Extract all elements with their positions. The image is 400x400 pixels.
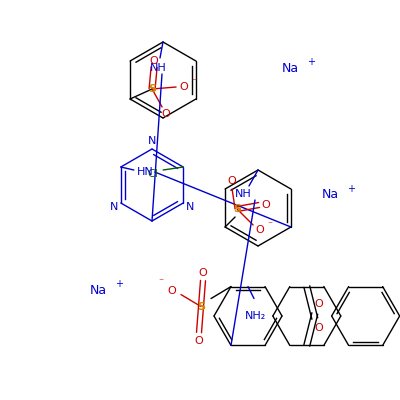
- Text: O: O: [199, 268, 207, 278]
- Text: Na: Na: [322, 188, 338, 202]
- Text: O: O: [168, 286, 176, 296]
- Text: NH₂: NH₂: [245, 310, 267, 320]
- Text: S: S: [148, 84, 156, 94]
- Text: ⁻: ⁻: [192, 77, 197, 87]
- Text: Cl: Cl: [148, 169, 159, 179]
- Text: Na: Na: [90, 284, 106, 296]
- Text: ⁻: ⁻: [158, 278, 164, 288]
- Text: O: O: [256, 225, 264, 235]
- Text: N: N: [186, 202, 194, 212]
- Text: Na: Na: [282, 62, 298, 74]
- Text: NH: NH: [150, 63, 166, 73]
- Text: +: +: [115, 279, 123, 289]
- Text: ⁻: ⁻: [268, 220, 273, 230]
- Text: N: N: [148, 136, 156, 146]
- Text: O: O: [314, 322, 323, 332]
- Text: +: +: [307, 57, 315, 67]
- Text: NH: NH: [235, 189, 251, 199]
- Text: O: O: [262, 200, 270, 210]
- Text: O: O: [314, 300, 323, 310]
- Text: O: O: [195, 336, 203, 346]
- Text: O: O: [150, 56, 158, 66]
- Text: S: S: [197, 302, 205, 312]
- Text: O: O: [180, 82, 188, 92]
- Text: N: N: [110, 202, 118, 212]
- Text: +: +: [347, 184, 355, 194]
- Text: O: O: [228, 176, 236, 186]
- Text: S: S: [233, 204, 241, 214]
- Text: O: O: [162, 109, 170, 119]
- Text: HN: HN: [136, 167, 153, 177]
